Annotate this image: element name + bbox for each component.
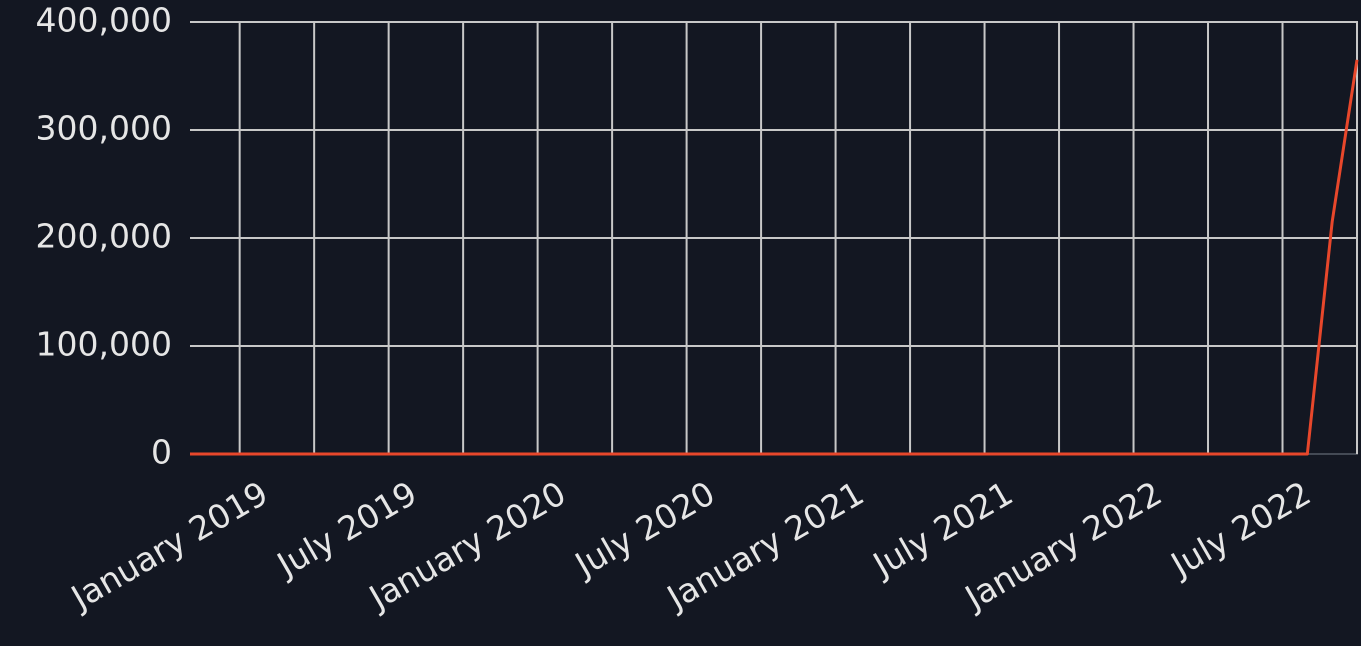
y-tick-label: 200,000	[36, 217, 172, 256]
y-tick-label: 0	[151, 433, 172, 472]
y-tick-label: 300,000	[36, 109, 172, 148]
data-line	[190, 59, 1359, 456]
x-tick-label: July 2022	[1163, 473, 1317, 585]
y-tick-label: 100,000	[36, 325, 172, 364]
y-tick-label: 400,000	[36, 1, 172, 40]
x-tick-label: January 2019	[63, 473, 274, 618]
